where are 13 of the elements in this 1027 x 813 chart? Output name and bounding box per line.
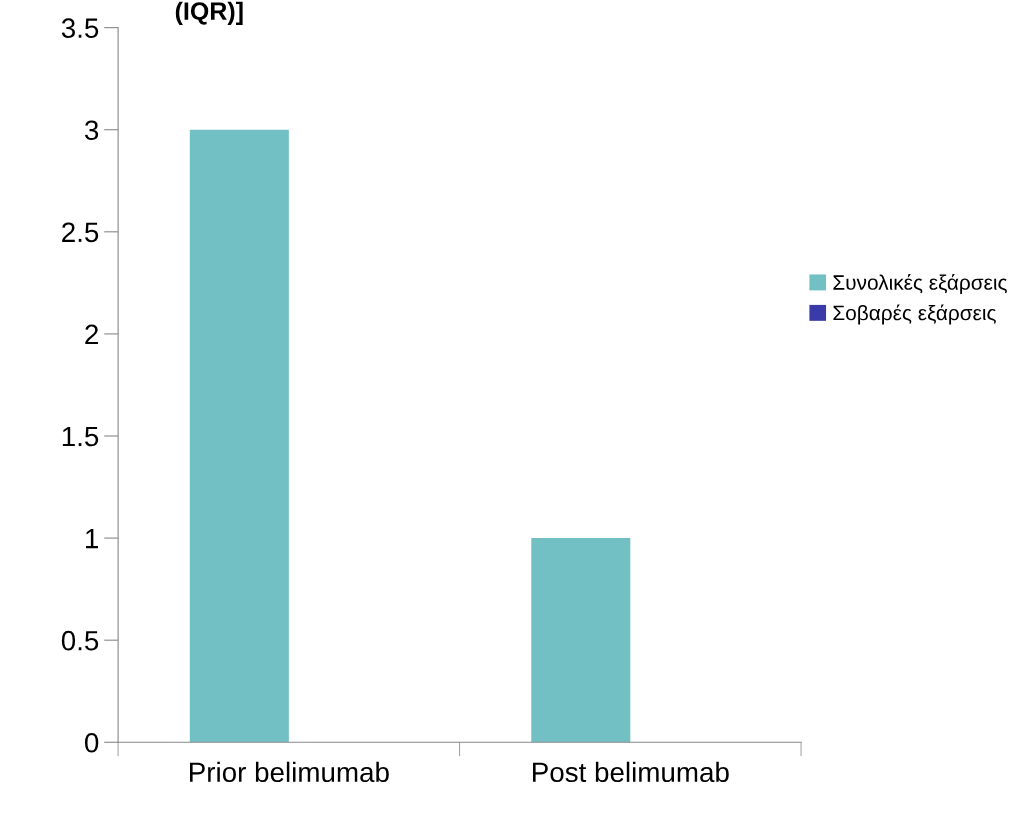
x-tick-label: Post belimumab — [533, 761, 729, 783]
y-tick-label: 3.5 — [61, 18, 99, 38]
y-tick-label: 3 — [84, 120, 99, 141]
y-tick-label: 2.5 — [62, 222, 99, 243]
chart-title: (IQR)] — [175, 1, 243, 25]
y-tick-label: 0 — [84, 732, 99, 753]
legend-label: Συνολικές εξάρσεις — [833, 273, 1007, 294]
y-tick-label: 1 — [86, 529, 98, 549]
x-tick-label: Prior belimumab — [190, 761, 389, 783]
legend-label: Σοβαρές εξάρσεις — [833, 304, 996, 325]
y-tick-label: 0.5 — [61, 630, 99, 651]
y-tick-label: 1.5 — [62, 426, 99, 447]
y-tick-label: 2 — [85, 324, 98, 344]
